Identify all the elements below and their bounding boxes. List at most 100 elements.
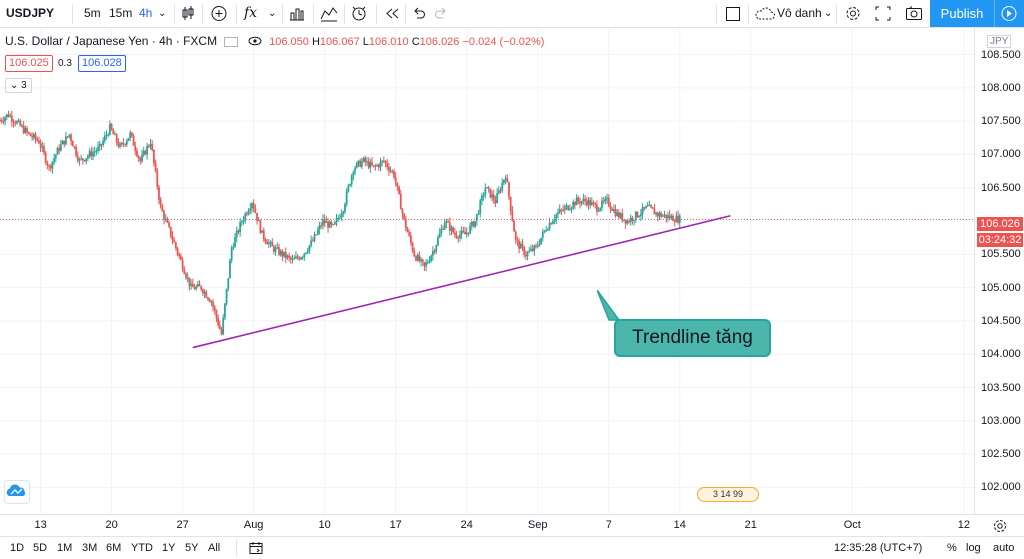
series-color-icon[interactable]	[224, 36, 239, 47]
compare-add-icon[interactable]	[210, 0, 228, 27]
indicators-dropdown-icon[interactable]: ⌄	[268, 8, 277, 19]
candle-body	[445, 221, 448, 223]
sell-price-button[interactable]: 106.025	[5, 55, 53, 72]
candle-body	[421, 259, 424, 263]
indicators-toggle[interactable]: ⌄ 3	[5, 78, 32, 93]
candle-body	[289, 257, 292, 260]
candle-body	[232, 247, 235, 249]
candle-body	[317, 229, 319, 235]
range-ytd-button[interactable]: YTD	[131, 542, 153, 554]
toolbar-divider	[748, 4, 749, 24]
candle-body	[147, 146, 150, 148]
auto-scale-toggle[interactable]: auto	[993, 542, 1015, 554]
candle-body	[293, 258, 296, 260]
candle-body	[110, 123, 113, 130]
layout-name-button[interactable]: Vô danh	[777, 6, 822, 20]
candle-body	[536, 245, 539, 247]
timeframe-4h-button[interactable]: 4h	[139, 6, 153, 20]
candle-body	[607, 197, 610, 206]
candle-body	[29, 133, 32, 137]
tradingview-logo-icon[interactable]	[4, 480, 30, 504]
economic-events-badge[interactable]: 3 14 99	[697, 487, 759, 502]
candle-body	[660, 213, 663, 217]
cloud-icon[interactable]	[754, 0, 776, 27]
camera-icon[interactable]	[905, 0, 923, 27]
templates-icon[interactable]	[320, 0, 338, 27]
trendline-callout[interactable]: Trendline tăng	[614, 319, 771, 357]
candle-body	[504, 178, 507, 180]
layout-dropdown-icon[interactable]: ⌄	[824, 8, 833, 19]
candle-body	[611, 208, 614, 211]
callout-pointer	[597, 290, 621, 321]
chart-pane[interactable]: U.S. Dollar / Japanese Yen · 4h · FXCM 1…	[0, 28, 974, 514]
candle-body	[496, 193, 499, 204]
candle-body	[48, 165, 50, 167]
eye-icon[interactable]	[248, 35, 265, 49]
buy-price-button[interactable]: 106.028	[78, 55, 126, 72]
candle-body	[410, 235, 412, 243]
alert-clock-icon[interactable]	[350, 0, 368, 27]
fullscreen-toggle-icon[interactable]	[725, 0, 741, 27]
trendline[interactable]	[192, 214, 731, 349]
range-all-button[interactable]: All	[208, 542, 221, 554]
bar-replay-icon[interactable]	[384, 0, 400, 27]
candle-body	[240, 221, 243, 223]
log-scale-toggle[interactable]: log	[966, 542, 981, 554]
candle-body	[450, 227, 453, 231]
candle-body	[93, 151, 96, 153]
range-1y-button[interactable]: 1Y	[162, 542, 176, 554]
symbol-search-button[interactable]: USDJPY	[6, 6, 55, 20]
range-1d-button[interactable]: 1D	[10, 542, 25, 554]
candle-body	[489, 188, 492, 198]
timeframe-15m-button[interactable]: 15m	[109, 6, 133, 20]
redo-icon[interactable]	[434, 0, 448, 27]
financials-icon[interactable]	[289, 0, 305, 27]
expand-icon[interactable]	[875, 0, 891, 27]
range-5d-button[interactable]: 5D	[33, 542, 48, 554]
range-1m-button[interactable]: 1M	[57, 542, 73, 554]
date-range-icon[interactable]	[248, 540, 264, 559]
price-axis[interactable]: JPY 108.500 108.000 107.500 107.000 106.500 1…	[974, 28, 1024, 514]
candle-body	[234, 237, 236, 248]
indicator-count: 3	[21, 80, 27, 91]
range-6m-button[interactable]: 6M	[106, 542, 122, 554]
clock-readout[interactable]: 12:35:28 (UTC+7)	[834, 542, 923, 554]
percent-scale-toggle[interactable]: %	[947, 542, 957, 554]
candle-body	[672, 215, 674, 221]
candle-body	[418, 255, 421, 262]
candle-body	[17, 120, 20, 122]
price-chart[interactable]	[0, 28, 974, 514]
candle-body	[658, 213, 661, 217]
candle-body	[218, 325, 221, 330]
candle-body	[372, 165, 375, 167]
candle-body	[318, 225, 321, 230]
candle-body	[330, 221, 333, 225]
candle-body	[447, 221, 450, 223]
indicators-button[interactable]: fx	[244, 5, 258, 21]
timeframe-5m-button[interactable]: 5m	[84, 6, 101, 20]
candle-body	[205, 291, 208, 298]
candle-body	[587, 199, 590, 205]
publish-button[interactable]: Publish	[930, 0, 994, 27]
candle-body	[217, 317, 220, 326]
candle-body	[327, 221, 329, 228]
time-tick-label: Oct	[843, 519, 861, 531]
candlestick-type-icon[interactable]	[181, 0, 195, 27]
range-3m-button[interactable]: 3M	[82, 542, 98, 554]
candle-body	[545, 230, 548, 232]
range-5y-button[interactable]: 5Y	[185, 542, 199, 554]
undo-icon[interactable]	[412, 0, 426, 27]
candle-body	[492, 194, 495, 201]
gear-icon[interactable]	[992, 518, 1008, 537]
candle-body	[425, 262, 428, 267]
candle-body	[568, 209, 571, 211]
candle-body	[367, 161, 370, 168]
time-axis[interactable]: 13 20 27 Aug 10 17 24 Sep 7 14 21 Oct 12	[0, 514, 1024, 536]
toolbar-divider	[344, 4, 345, 24]
timeframe-dropdown-icon[interactable]: ⌄	[158, 8, 167, 19]
candle-body	[279, 250, 282, 255]
candle-body	[411, 242, 414, 251]
candle-body	[584, 198, 586, 202]
play-icon[interactable]	[994, 0, 1024, 27]
gear-icon[interactable]	[844, 0, 862, 27]
